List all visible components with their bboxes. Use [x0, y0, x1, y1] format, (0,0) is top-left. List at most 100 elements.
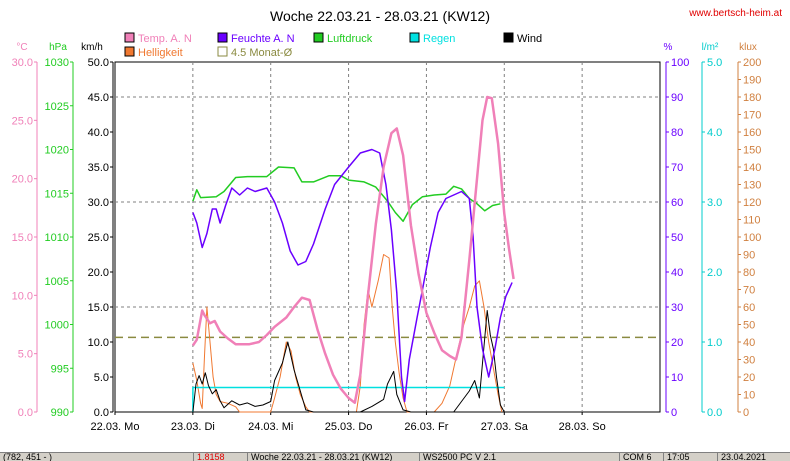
tick-label-temp: 10.0	[12, 290, 33, 302]
status-value: 1.8158	[194, 453, 248, 461]
tick-label-lux: 140	[743, 162, 761, 174]
unit-pressure: hPa	[49, 42, 67, 53]
series-group	[191, 95, 515, 413]
legend-label: 4.5 Monat-Ø	[231, 47, 293, 59]
series-line-regen	[192, 386, 505, 412]
status-period: Woche 22.03.21 - 28.03.21 (KW12)	[248, 453, 420, 461]
unit-humidity: %	[664, 42, 673, 53]
status-coords: (782, 451 - )	[0, 453, 194, 461]
tick-label-wind: 45.0	[88, 92, 109, 104]
status-date: 23.04.2021	[718, 453, 790, 461]
legend-label: Luftdruck	[327, 33, 373, 45]
tick-label-wind: 15.0	[88, 302, 109, 314]
tick-label-pressure: 1010	[45, 232, 69, 244]
website-label: www.bertsch-heim.at	[688, 8, 782, 19]
tick-label-humidity: 100	[671, 57, 689, 69]
tick-label-lux: 100	[743, 232, 761, 244]
tick-label-lux: 70	[743, 285, 755, 297]
tick-label-pressure: 995	[51, 363, 69, 375]
tick-label-lux: 150	[743, 145, 761, 157]
tick-label-pressure: 1005	[45, 276, 69, 288]
tick-label-pressure: 990	[51, 407, 69, 419]
tick-label-rain: 1.0	[707, 337, 722, 349]
tick-label-wind: 30.0	[88, 197, 109, 209]
tick-label-lux: 30	[743, 355, 755, 367]
chart-title: Woche 22.03.21 - 28.03.21 (KW12)	[270, 8, 490, 24]
status-bar: (782, 451 - ) 1.8158 Woche 22.03.21 - 28…	[0, 452, 790, 461]
tick-label-lux: 50	[743, 320, 755, 332]
tick-label-humidity: 10	[671, 372, 683, 384]
legend-swatch	[409, 32, 420, 43]
tick-label-humidity: 60	[671, 197, 683, 209]
series-line-feuchte-a-n	[192, 148, 513, 403]
x-tick-label: 27.03. Sa	[481, 421, 529, 433]
status-device: WS2500 PC V 2.1	[420, 453, 620, 461]
tick-label-rain: 4.0	[707, 127, 722, 139]
plot-area	[114, 61, 661, 413]
x-tick-label: 25.03. Do	[325, 421, 373, 433]
x-tick-label: 26.03. Fr	[404, 421, 448, 433]
unit-lux: klux	[739, 42, 757, 53]
tick-label-wind: 20.0	[88, 267, 109, 279]
legend-label: Temp. A. N	[138, 33, 192, 45]
tick-label-lux: 180	[743, 92, 761, 104]
x-tick-label: 22.03. Mo	[91, 421, 140, 433]
tick-label-lux: 0	[743, 407, 749, 419]
tick-label-pressure: 1030	[45, 57, 69, 69]
tick-label-lux: 20	[743, 372, 755, 384]
tick-label-lux: 160	[743, 127, 761, 139]
x-tick-label: 24.03. Mi	[248, 421, 293, 433]
legend: Temp. A. N Feuchte A. N Luftdruck Regen Wind…	[124, 32, 542, 59]
unit-temp: °C	[16, 42, 27, 53]
tick-label-wind: 40.0	[88, 127, 109, 139]
x-axis-labels: 22.03. Mo 23.03. Di 24.03. Mi 25.03. Do 26.0…	[91, 412, 606, 433]
tick-label-humidity: 90	[671, 92, 683, 104]
x-tick-label: 28.03. So	[559, 421, 606, 433]
tick-label-wind: 25.0	[88, 232, 109, 244]
axes: 0.05.010.015.020.025.030.099099510001005…	[12, 57, 762, 419]
tick-label-wind: 35.0	[88, 162, 109, 174]
unit-labels: °C hPa km/h % l/m² klux	[16, 42, 757, 53]
tick-label-lux: 200	[743, 57, 761, 69]
series-line-temp-a-n	[191, 95, 515, 404]
tick-label-lux: 80	[743, 267, 755, 279]
unit-rain: l/m²	[702, 42, 719, 53]
series-line-wind	[192, 310, 505, 413]
tick-label-wind: 5.0	[94, 372, 109, 384]
legend-label: Feuchte A. N	[231, 33, 295, 45]
tick-label-rain: 2.0	[707, 267, 722, 279]
legend-label: Wind	[517, 33, 542, 45]
tick-label-pressure: 1000	[45, 320, 69, 332]
tick-label-humidity: 0	[671, 407, 677, 419]
tick-label-wind: 50.0	[88, 57, 109, 69]
tick-label-temp: 25.0	[12, 115, 33, 127]
legend-label: Helligkeit	[138, 47, 183, 59]
tick-label-temp: 15.0	[12, 232, 33, 244]
tick-label-humidity: 30	[671, 302, 683, 314]
legend-label: Regen	[423, 33, 455, 45]
tick-label-humidity: 70	[671, 162, 683, 174]
tick-label-temp: 20.0	[12, 174, 33, 186]
tick-label-wind: 10.0	[88, 337, 109, 349]
tick-label-rain: 0.0	[707, 407, 722, 419]
tick-label-humidity: 50	[671, 232, 683, 244]
legend-swatch	[313, 32, 324, 43]
unit-wind: km/h	[81, 42, 103, 53]
legend-swatch	[217, 32, 228, 43]
tick-label-pressure: 1015	[45, 188, 69, 200]
series-line-luftdruck	[192, 166, 501, 223]
legend-swatch	[124, 32, 135, 43]
tick-label-lux: 120	[743, 197, 761, 209]
status-port: COM 6	[620, 453, 664, 461]
tick-label-temp: 5.0	[18, 349, 33, 361]
tick-label-lux: 170	[743, 110, 761, 122]
tick-label-lux: 60	[743, 302, 755, 314]
legend-swatch	[124, 46, 135, 57]
tick-label-rain: 5.0	[707, 57, 722, 69]
tick-label-lux: 90	[743, 250, 755, 262]
tick-label-humidity: 40	[671, 267, 683, 279]
tick-label-lux: 10	[743, 390, 755, 402]
legend-swatch	[217, 46, 228, 57]
tick-label-pressure: 1020	[45, 145, 69, 157]
